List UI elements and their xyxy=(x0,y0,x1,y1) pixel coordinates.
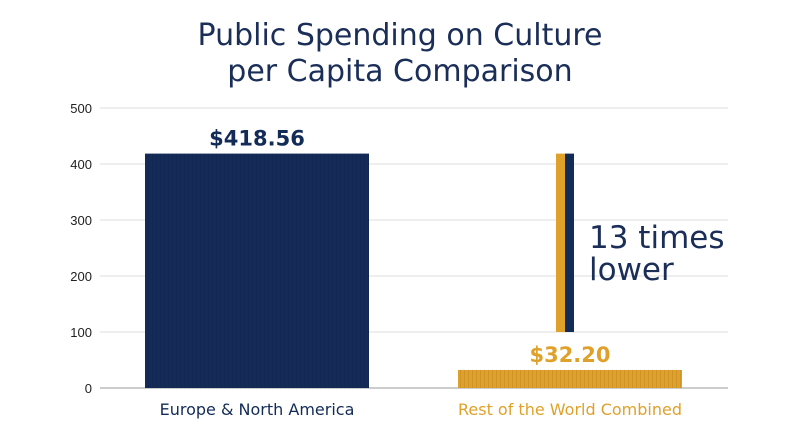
bars xyxy=(145,153,682,388)
x-category-label: Rest of the World Combined xyxy=(458,400,682,419)
y-tick-label: 0 xyxy=(85,381,92,396)
x-category-label: Europe & North America xyxy=(160,400,355,419)
data-labels: $418.56 $32.20 xyxy=(209,127,610,367)
annotation-line: 13 times xyxy=(589,220,725,256)
y-tick-label: 300 xyxy=(70,213,92,228)
data-label: $32.20 xyxy=(529,343,610,367)
bar-texture xyxy=(145,153,369,388)
data-label: $418.56 xyxy=(209,127,305,151)
chart-title-line-2: per Capita Comparison xyxy=(227,54,573,89)
chart-title-line-1: Public Spending on Culture xyxy=(197,18,603,53)
y-tick-label: 200 xyxy=(70,269,92,284)
bar-texture xyxy=(458,369,682,388)
x-axis: Europe & North America Rest of the World … xyxy=(160,400,682,419)
comparison-arrow xyxy=(556,153,574,332)
arrow-shaft-right xyxy=(565,153,574,332)
y-tick-label: 100 xyxy=(70,325,92,340)
y-axis: 0 100 200 300 400 500 xyxy=(70,101,92,396)
annotation-line: lower xyxy=(589,252,674,288)
arrow-shaft-left xyxy=(556,153,565,332)
y-tick-label: 500 xyxy=(70,101,92,116)
y-tick-label: 400 xyxy=(70,157,92,172)
chart-title: Public Spending on Culture per Capita Co… xyxy=(0,18,800,90)
